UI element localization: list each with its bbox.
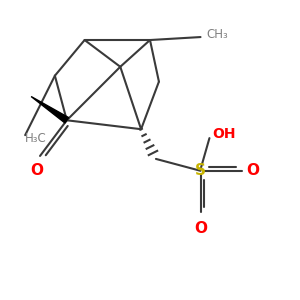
Text: OH: OH xyxy=(212,127,236,141)
Polygon shape xyxy=(31,97,69,123)
Text: S: S xyxy=(195,163,206,178)
Text: O: O xyxy=(247,163,260,178)
Text: CH₃: CH₃ xyxy=(206,28,228,40)
Text: O: O xyxy=(31,164,44,178)
Text: H₃C: H₃C xyxy=(25,132,47,145)
Text: O: O xyxy=(194,221,207,236)
